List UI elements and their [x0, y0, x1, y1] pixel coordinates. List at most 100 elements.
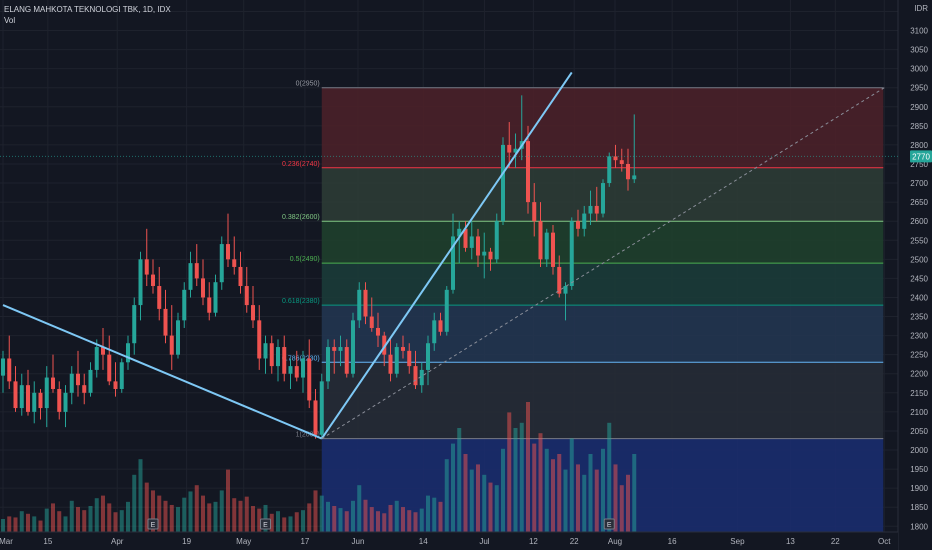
candle-body [251, 305, 255, 321]
candle-body [307, 358, 312, 401]
candle-body [207, 297, 212, 313]
volume-bar [19, 511, 24, 532]
price-tick-label: 2650 [910, 198, 928, 207]
volume-bar [619, 485, 624, 532]
price-tick-label: 2700 [910, 179, 928, 188]
symbol-title[interactable]: ELANG MAHKOTA TEKNOLOGI TBK, 1D, IDX [4, 5, 171, 14]
trendlines[interactable] [2, 71, 885, 440]
volume-bar [382, 513, 387, 532]
volume-bar [138, 459, 143, 532]
candle-body [438, 320, 443, 332]
last-price-tag: 2770 [0, 150, 932, 163]
price-tick-label: 2800 [910, 141, 928, 150]
candle-body [32, 392, 37, 412]
candle-body [57, 388, 62, 412]
volume-bar [32, 516, 37, 532]
candle-body [557, 266, 562, 294]
volume-bar [201, 495, 205, 532]
volume-bar [57, 511, 62, 532]
candle-body [144, 259, 149, 275]
candle-body [344, 347, 349, 374]
volume-bar [313, 490, 318, 532]
candle-body [613, 156, 618, 161]
time-axis[interactable]: Mar 15 Apr 19 May 17 Jun 14 Jul 12 22 Aug 16 Sep 13 22 O… [0, 531, 898, 550]
volume-bar [351, 500, 355, 532]
volume-bar [151, 490, 155, 532]
volume-bar [613, 464, 618, 532]
volume-bar [507, 412, 512, 532]
volume-bar [251, 506, 255, 532]
fib-zone [321, 221, 884, 264]
volume-bar [413, 512, 418, 532]
fib-level-label: 0.618(2380) [282, 298, 320, 305]
earnings-marker-label: E [263, 522, 268, 529]
candle-body [1, 358, 5, 376]
time-tick-label: 13 [786, 537, 795, 546]
price-tick-label: 2250 [910, 351, 928, 360]
volume-legend[interactable]: Vol [4, 16, 16, 25]
volume-bar [82, 510, 87, 532]
fib-level-label: 0.5(2490) [290, 256, 320, 263]
price-tick-label: 2100 [910, 408, 928, 417]
candle-body [213, 282, 218, 313]
price-tick-label: 1900 [910, 484, 928, 493]
price-tick-label: 1800 [910, 522, 928, 531]
fib-zone [321, 263, 884, 306]
volume-bar [582, 474, 587, 532]
volume-bar [269, 513, 274, 532]
volume-bar [401, 507, 405, 532]
candle-body [132, 305, 137, 344]
candle-body [194, 263, 199, 279]
fib-zone [321, 362, 884, 439]
candle-body [169, 335, 174, 355]
volume-bar [157, 495, 162, 532]
candle-body [226, 244, 230, 260]
price-tick-label: 2350 [910, 313, 928, 322]
time-tick-label: Apr [111, 537, 124, 546]
volume-bar [219, 490, 224, 532]
volume-bar [407, 510, 412, 532]
price-tick-label: 1850 [910, 503, 928, 512]
volume-bar [532, 443, 537, 532]
candle-body [88, 369, 93, 393]
candle-body [544, 232, 549, 260]
volume-bars [1, 402, 637, 532]
candle-body [582, 213, 587, 229]
price-tick-label: 1950 [910, 465, 928, 474]
candle-body [119, 362, 124, 389]
volume-bar [463, 454, 468, 532]
volume-bar [438, 501, 443, 532]
volume-bar [607, 422, 612, 532]
price-axis[interactable]: IDR 1800 1850 1900 1950 2000 2050 2100 2150 2200 2… [897, 0, 932, 550]
candle-body [76, 373, 80, 386]
volume-bar [232, 498, 237, 532]
fib-level-label: 1(2030) [296, 432, 320, 439]
volume-bar [332, 506, 337, 532]
candle-body [69, 373, 74, 393]
volume-bar [88, 506, 93, 532]
time-tick-label: Oct [878, 537, 891, 546]
volume-bar [369, 507, 374, 532]
volume-bar [113, 512, 118, 532]
candle-body [238, 266, 243, 287]
candle-body [313, 400, 318, 435]
volume-bar [207, 503, 212, 532]
trendline [321, 87, 885, 439]
volume-bar [444, 459, 449, 532]
volume-bar [432, 497, 437, 532]
volume-bar [69, 500, 74, 532]
candle-body [532, 202, 537, 222]
price-tick-label: 2300 [910, 332, 928, 341]
volume-bar [544, 448, 549, 532]
price-tick-label: 2950 [910, 84, 928, 93]
candle-body [601, 183, 605, 214]
earnings-marker [260, 518, 271, 530]
volume-bar [244, 496, 249, 532]
volume-bar [288, 516, 293, 532]
earnings-marker [147, 518, 159, 530]
candle-body [19, 385, 24, 409]
volume-bar [238, 500, 243, 532]
volume-bar [601, 448, 605, 532]
